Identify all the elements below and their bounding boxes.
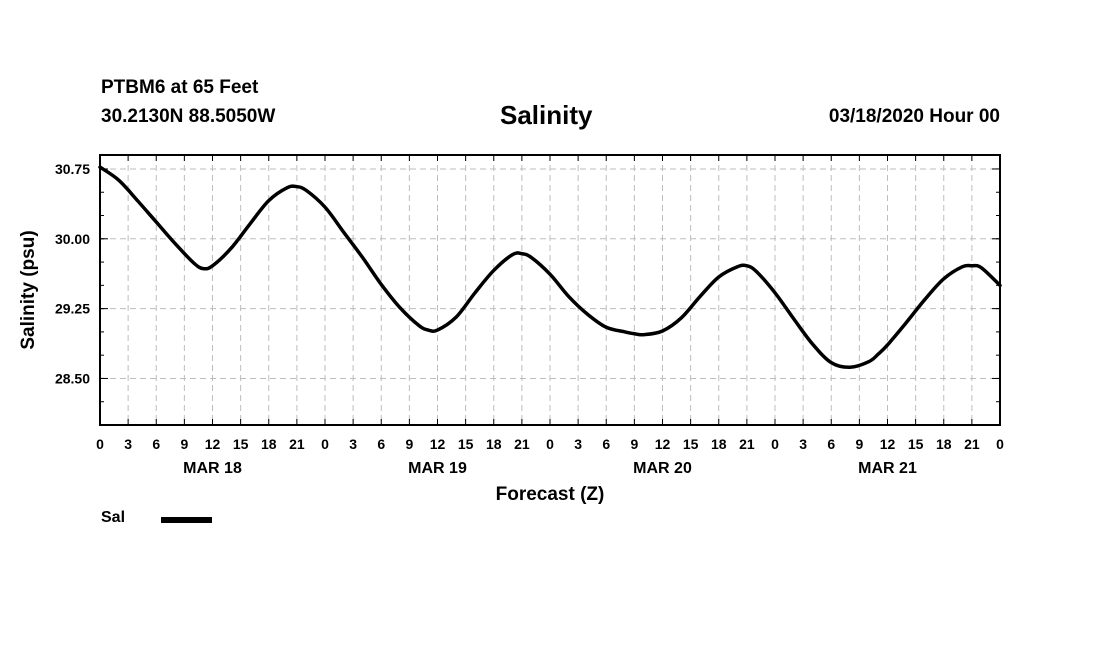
x-tick-label: 9 xyxy=(630,436,638,452)
x-tick-label: 0 xyxy=(96,436,104,452)
x-tick-label: 9 xyxy=(855,436,863,452)
x-tick-label: 0 xyxy=(996,436,1004,452)
x-tick-label: 6 xyxy=(377,436,385,452)
y-tick-label: 30.75 xyxy=(55,161,90,177)
coordinates-label: 30.2130N 88.5050W xyxy=(101,106,276,127)
x-tick-label: 3 xyxy=(574,436,582,452)
x-tick-label: 15 xyxy=(683,436,699,452)
y-tick-label: 29.25 xyxy=(55,301,90,317)
y-tick-label: 30.00 xyxy=(55,231,90,247)
x-tick-label: 18 xyxy=(936,436,952,452)
x-tick-label: 21 xyxy=(739,436,755,452)
x-tick-label: 12 xyxy=(880,436,896,452)
x-tick-label: 0 xyxy=(321,436,329,452)
y-axis-title: Salinity (psu) xyxy=(18,230,39,349)
ticks-layer xyxy=(99,155,1001,426)
series-line-sal xyxy=(98,165,1002,370)
y-tick-label: 28.50 xyxy=(55,370,90,386)
x-tick-label: 15 xyxy=(458,436,474,452)
x-tick-label: 0 xyxy=(771,436,779,452)
x-day-label: MAR 18 xyxy=(183,460,242,477)
x-day-label: MAR 19 xyxy=(408,460,467,477)
x-day-label: MAR 21 xyxy=(858,460,917,477)
x-tick-label: 15 xyxy=(233,436,249,452)
x-tick-label: 6 xyxy=(827,436,835,452)
x-tick-label: 18 xyxy=(261,436,277,452)
x-tick-label: 21 xyxy=(289,436,305,452)
x-tick-label: 6 xyxy=(152,436,160,452)
x-tick-label: 15 xyxy=(908,436,924,452)
x-tick-label: 0 xyxy=(546,436,554,452)
labels-layer: 0 3 6 9 12 15 18 21 0 3 6 9 12 15 18 21 0 3 6 9 12 15 18 21 0 3 6 9… xyxy=(55,161,1004,477)
x-tick-label: 12 xyxy=(205,436,221,452)
x-tick-label: 3 xyxy=(799,436,807,452)
x-tick-label: 3 xyxy=(124,436,132,452)
x-axis-title: Forecast (Z) xyxy=(496,484,605,505)
x-tick-label: 6 xyxy=(602,436,610,452)
station-label: PTBM6 at 65 Feet xyxy=(101,77,259,98)
grid-layer xyxy=(100,155,1000,425)
x-tick-label: 21 xyxy=(514,436,530,452)
x-tick-label: 9 xyxy=(180,436,188,452)
x-day-label: MAR 20 xyxy=(633,460,692,477)
x-tick-label: 18 xyxy=(711,436,727,452)
legend-swatch xyxy=(161,517,212,523)
forecast-datetime: 03/18/2020 Hour 00 xyxy=(828,106,1000,127)
chart-title: Salinity xyxy=(500,100,593,130)
legend-label: Sal xyxy=(101,509,126,526)
x-tick-label: 18 xyxy=(486,436,502,452)
x-tick-label: 3 xyxy=(349,436,357,452)
x-tick-label: 12 xyxy=(430,436,446,452)
x-tick-label: 9 xyxy=(405,436,413,452)
x-tick-label: 21 xyxy=(964,436,980,452)
x-tick-label: 12 xyxy=(655,436,671,452)
series-layer xyxy=(98,165,1002,370)
